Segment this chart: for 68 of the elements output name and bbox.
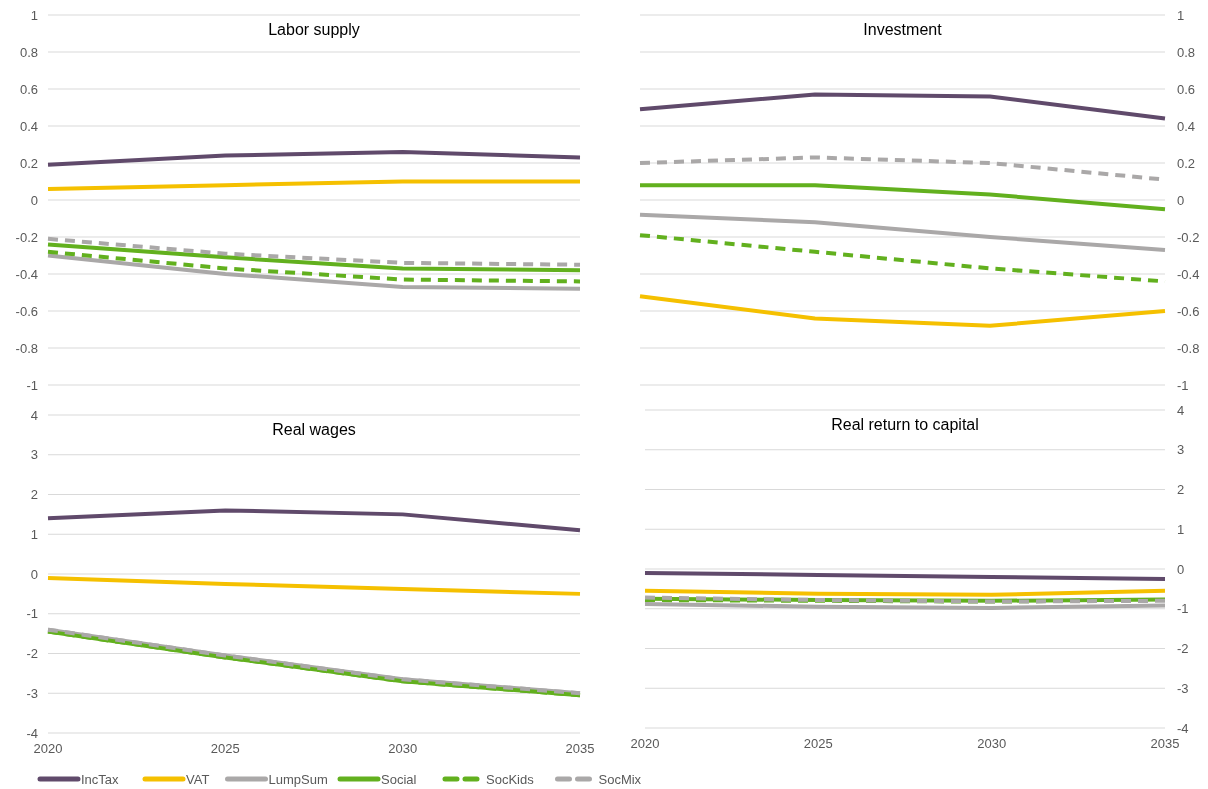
- x-tick-label: 2035: [1150, 736, 1180, 751]
- x-tick-label: 2025: [803, 736, 833, 751]
- line-series: [638, 294, 1167, 328]
- y-tick-label: 0.2: [1177, 155, 1196, 171]
- x-tick-label: 2020: [630, 736, 660, 751]
- y-tick-label: 1: [30, 7, 38, 23]
- y-tick-label: -2: [26, 646, 38, 662]
- y-tick-label: 3: [30, 447, 38, 463]
- y-tick-label: -1: [1177, 377, 1189, 393]
- y-tick-label: 2: [1177, 482, 1185, 498]
- line-series: [46, 236, 582, 267]
- legend-label: SocMix: [598, 771, 642, 787]
- line-series: [46, 253, 582, 291]
- x-tick-label: 2020: [33, 741, 63, 756]
- y-tick-label: -3: [1177, 680, 1189, 696]
- y-tick-label: 0.4: [19, 118, 38, 134]
- x-tick-label: 2030: [977, 736, 1007, 751]
- y-tick-label: 3: [1177, 442, 1185, 458]
- y-tick-label: -4: [26, 725, 38, 741]
- line-series: [46, 575, 582, 596]
- y-tick-label: -0.4: [1177, 266, 1200, 282]
- legend-label: VAT: [186, 771, 210, 787]
- x-tick-label: 2025: [210, 741, 240, 756]
- x-tick-label: 2030: [388, 741, 418, 756]
- y-tick-label: 0.8: [19, 44, 38, 60]
- y-tick-label: 4: [1177, 402, 1185, 418]
- line-series: [638, 212, 1167, 252]
- y-tick-label: -0.8: [1177, 340, 1200, 356]
- y-tick-label: 2: [30, 487, 38, 503]
- line-series: [46, 508, 582, 533]
- legend-label: LumpSum: [268, 771, 328, 787]
- x-tick-label: 2035: [565, 741, 595, 756]
- y-tick-label: -0.2: [1177, 229, 1200, 245]
- y-tick-label: -1: [26, 377, 38, 393]
- y-tick-label: 0: [1177, 561, 1185, 577]
- y-tick-label: -0.6: [1177, 303, 1200, 319]
- chart-title: Investment: [863, 21, 943, 38]
- y-tick-label: -0.4: [15, 266, 38, 282]
- y-tick-label: 1: [1177, 521, 1185, 537]
- y-tick-label: 0: [1177, 192, 1185, 208]
- legend-label: SocKids: [486, 771, 535, 787]
- y-tick-label: -2: [1177, 641, 1189, 657]
- y-tick-label: -0.6: [15, 303, 38, 319]
- y-tick-label: 0: [30, 566, 38, 582]
- y-tick-label: 0.8: [1177, 44, 1196, 60]
- y-tick-label: -1: [26, 606, 38, 622]
- y-tick-label: 4: [30, 407, 38, 423]
- y-tick-label: -3: [26, 685, 38, 701]
- y-tick-label: 0.4: [1177, 118, 1196, 134]
- y-tick-label: 0.6: [19, 81, 38, 97]
- y-tick-label: 0.2: [19, 155, 38, 171]
- y-tick-label: 1: [1177, 7, 1185, 23]
- y-tick-label: 0: [30, 192, 38, 208]
- y-tick-label: 1: [30, 526, 38, 542]
- y-tick-label: -0.8: [15, 340, 38, 356]
- y-tick-label: -1: [1177, 601, 1189, 617]
- legend-label: IncTax: [81, 771, 120, 787]
- legend-label: Social: [381, 771, 417, 787]
- line-series: [46, 242, 582, 273]
- y-tick-label: -4: [1177, 720, 1189, 736]
- chart-title: Labor supply: [268, 21, 360, 38]
- line-series: [46, 249, 582, 284]
- y-tick-label: -0.2: [15, 229, 38, 245]
- line-series: [46, 149, 582, 167]
- chart-title: Real wages: [272, 421, 356, 438]
- y-tick-label: 0.6: [1177, 81, 1196, 97]
- line-series: [638, 92, 1167, 121]
- chart-title: Real return to capital: [831, 416, 979, 433]
